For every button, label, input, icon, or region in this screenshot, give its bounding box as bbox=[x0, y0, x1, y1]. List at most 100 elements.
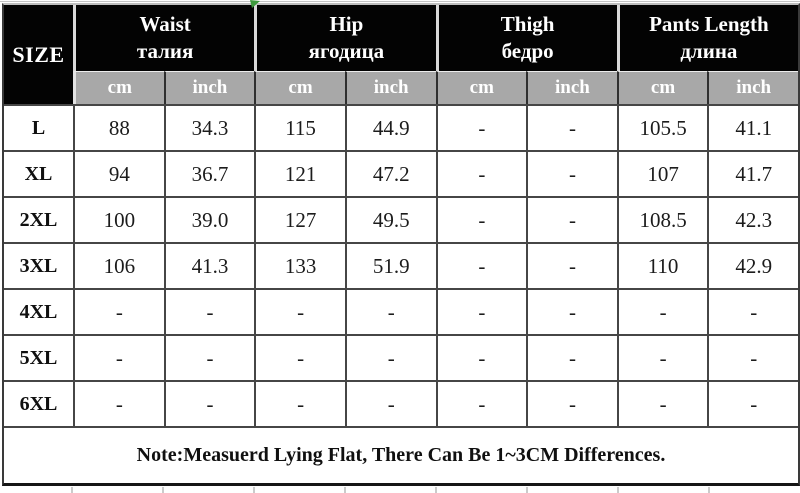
size-chart-frame: SIZE Waist талия Hip ягодица Thigh бедро… bbox=[2, 3, 800, 486]
gridline-tick bbox=[617, 487, 619, 493]
gridline-tick bbox=[708, 487, 710, 493]
unit-header: inch bbox=[344, 71, 436, 104]
unit-header: cm bbox=[254, 71, 345, 104]
value-cell: - bbox=[435, 380, 527, 426]
table-row-l: L 88 34.3 115 44.9 - - 105.5 41.1 bbox=[4, 104, 798, 150]
value-cell: - bbox=[526, 242, 617, 288]
value-cell: - bbox=[435, 242, 527, 288]
table-row-6xl: 6XL - - - - - - - - bbox=[4, 380, 798, 426]
size-corner-header: SIZE bbox=[4, 5, 73, 104]
value-cell: - bbox=[707, 380, 798, 426]
gridline-tick bbox=[71, 487, 73, 493]
unit-header: inch bbox=[707, 71, 798, 104]
value-cell: 133 bbox=[254, 242, 345, 288]
value-cell: 34.3 bbox=[163, 104, 255, 150]
group-header-waist: Waist талия bbox=[73, 5, 255, 71]
group-header-hip: Hip ягодица bbox=[254, 5, 436, 71]
value-cell: - bbox=[344, 334, 436, 380]
group-label-en: Hip bbox=[329, 11, 364, 36]
value-cell: 44.9 bbox=[344, 104, 436, 150]
gridline-tick bbox=[526, 487, 528, 493]
value-cell: 94 bbox=[73, 150, 164, 196]
group-label-ru: ягодица bbox=[308, 39, 385, 63]
value-cell: 36.7 bbox=[163, 150, 255, 196]
value-cell: - bbox=[73, 288, 164, 334]
unit-header: cm bbox=[435, 71, 527, 104]
value-cell: 106 bbox=[73, 242, 164, 288]
value-cell: - bbox=[616, 288, 708, 334]
value-cell: 42.3 bbox=[707, 196, 798, 242]
size-row-label: 4XL bbox=[4, 288, 73, 334]
group-label-en: Thigh bbox=[500, 11, 555, 36]
value-cell: 121 bbox=[254, 150, 345, 196]
value-cell: 127 bbox=[254, 196, 345, 242]
unit-header: cm bbox=[73, 71, 164, 104]
table-row-xl: XL 94 36.7 121 47.2 - - 107 41.7 bbox=[4, 150, 798, 196]
value-cell: 115 bbox=[254, 104, 345, 150]
size-row-label: 6XL bbox=[4, 380, 73, 426]
size-row-label: 2XL bbox=[4, 196, 73, 242]
note-text: Note:Measuerd Lying Flat, There Can Be 1… bbox=[4, 426, 798, 483]
group-header-thigh: Thigh бедро bbox=[435, 5, 617, 71]
value-cell: - bbox=[435, 150, 527, 196]
value-cell: - bbox=[73, 380, 164, 426]
value-cell: - bbox=[707, 288, 798, 334]
value-cell: - bbox=[526, 380, 617, 426]
value-cell: 110 bbox=[616, 242, 708, 288]
value-cell: - bbox=[163, 334, 255, 380]
value-cell: - bbox=[73, 334, 164, 380]
group-label-ru: длина bbox=[680, 39, 738, 63]
value-cell: - bbox=[254, 334, 345, 380]
size-chart-table: SIZE Waist талия Hip ягодица Thigh бедро… bbox=[4, 5, 798, 483]
table-row-3xl: 3XL 106 41.3 133 51.9 - - 110 42.9 bbox=[4, 242, 798, 288]
value-cell: 51.9 bbox=[344, 242, 436, 288]
table-row-2xl: 2XL 100 39.0 127 49.5 - - 108.5 42.3 bbox=[4, 196, 798, 242]
value-cell: - bbox=[435, 334, 527, 380]
table-row-4xl: 4XL - - - - - - - - bbox=[4, 288, 798, 334]
value-cell: 42.9 bbox=[707, 242, 798, 288]
group-label-ru: талия bbox=[136, 39, 194, 63]
note-row: Note:Measuerd Lying Flat, There Can Be 1… bbox=[4, 426, 798, 483]
value-cell: 41.1 bbox=[707, 104, 798, 150]
value-cell: 41.3 bbox=[163, 242, 255, 288]
table-row-5xl: 5XL - - - - - - - - bbox=[4, 334, 798, 380]
value-cell: - bbox=[707, 334, 798, 380]
size-row-label: 5XL bbox=[4, 334, 73, 380]
value-cell: - bbox=[526, 196, 617, 242]
value-cell: - bbox=[526, 334, 617, 380]
value-cell: 88 bbox=[73, 104, 164, 150]
value-cell: - bbox=[163, 288, 255, 334]
value-cell: - bbox=[344, 380, 436, 426]
value-cell: - bbox=[435, 104, 527, 150]
value-cell: - bbox=[344, 288, 436, 334]
value-cell: - bbox=[616, 334, 708, 380]
group-label-en: Waist bbox=[139, 11, 191, 36]
value-cell: 100 bbox=[73, 196, 164, 242]
size-row-label: L bbox=[4, 104, 73, 150]
gridline-tick bbox=[162, 487, 164, 493]
size-row-label: XL bbox=[4, 150, 73, 196]
value-cell: 105.5 bbox=[616, 104, 708, 150]
unit-header: cm bbox=[616, 71, 708, 104]
value-cell: - bbox=[254, 288, 345, 334]
value-cell: - bbox=[526, 150, 617, 196]
value-cell: - bbox=[526, 288, 617, 334]
group-header-pants-length: Pants Length длина bbox=[616, 5, 798, 71]
value-cell: 47.2 bbox=[344, 150, 436, 196]
value-cell: 39.0 bbox=[163, 196, 255, 242]
gridline-tick bbox=[344, 487, 346, 493]
unit-header: inch bbox=[163, 71, 255, 104]
value-cell: - bbox=[163, 380, 255, 426]
header-row-groups: SIZE Waist талия Hip ягодица Thigh бедро… bbox=[4, 5, 798, 104]
value-cell: - bbox=[254, 380, 345, 426]
header-row-units: cm inch cm inch cm inch cm inch bbox=[4, 71, 798, 104]
value-cell: - bbox=[616, 380, 708, 426]
value-cell: - bbox=[435, 288, 527, 334]
size-row-label: 3XL bbox=[4, 242, 73, 288]
gridline-tick bbox=[253, 487, 255, 493]
value-cell: - bbox=[435, 196, 527, 242]
group-label-en: Pants Length bbox=[649, 11, 769, 36]
unit-header: inch bbox=[526, 71, 617, 104]
group-label-ru: бедро bbox=[501, 39, 554, 63]
